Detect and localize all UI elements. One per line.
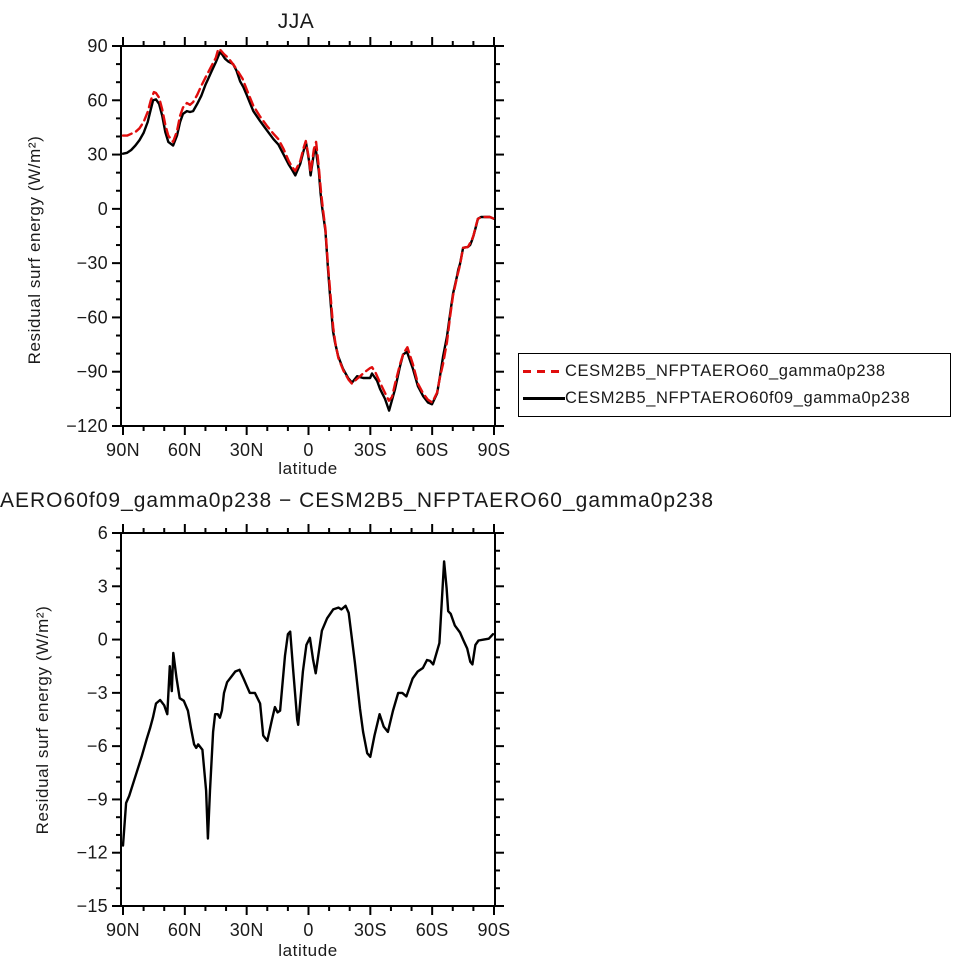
top-chart-title: JJA bbox=[278, 10, 315, 33]
y-tick-label: 30 bbox=[87, 145, 108, 165]
series-line bbox=[121, 47, 496, 404]
series-line bbox=[121, 51, 496, 412]
top-chart: 90N 60N 30N 0 30S 60S 90S9060300−30−60−90−120 … bbox=[25, 10, 510, 478]
legend: CESM2B5_NFPTAERO60_gamma0p238 CESM2B5_NF… bbox=[518, 353, 951, 417]
axes-layer: 90N 60N 30N 0 30S 60S 90S 90 60 30 0 −30 −60 −90 −120 bbox=[66, 36, 510, 460]
plot-frame bbox=[120, 532, 496, 907]
y-tick-label: −12 bbox=[77, 843, 108, 863]
series-line bbox=[121, 560, 495, 847]
x-tick-label: 30S bbox=[354, 920, 387, 940]
x-tick-label: 90N bbox=[106, 920, 140, 940]
x-tick-label: 90S bbox=[478, 440, 511, 460]
y-tick-label: −90 bbox=[77, 362, 108, 382]
y-tick-label: −6 bbox=[87, 736, 108, 756]
y-tick-label: −30 bbox=[77, 253, 108, 273]
x-tick-label: 90S bbox=[478, 920, 511, 940]
x-tick-label: 30S bbox=[354, 440, 387, 460]
x-tick-label: 60N bbox=[168, 920, 202, 940]
y-tick-label: 90 bbox=[87, 36, 108, 56]
legend-label-red: CESM2B5_NFPTAERO60_gamma0p238 bbox=[565, 362, 886, 380]
diff-y-axis-label: Residual surf energy (W/m²) bbox=[33, 606, 52, 835]
x-tick-label: 0 bbox=[303, 440, 313, 460]
y-tick-label: 60 bbox=[87, 90, 108, 110]
y-tick-label: −60 bbox=[77, 307, 108, 327]
diff-x-axis-label: latitude bbox=[278, 941, 338, 960]
difference-chart: 90N 60N 30N 0 30S 60S 90S 6 3 0 −3 −6 −9 −12 −15 AERO6… bbox=[0, 489, 714, 960]
legend-item-red: CESM2B5_NFPTAERO60_gamma0p238 bbox=[519, 362, 950, 381]
y-tick-label: 0 bbox=[98, 630, 108, 650]
y-tick-label: −120 bbox=[66, 416, 108, 436]
y-tick-label: −3 bbox=[87, 683, 108, 703]
legend-label-black: CESM2B5_NFPTAERO60f09_gamma0p238 bbox=[565, 389, 911, 407]
x-tick-label: 30N bbox=[230, 920, 264, 940]
y-tick-label: −9 bbox=[87, 789, 108, 809]
y-tick-label: −15 bbox=[77, 896, 108, 916]
plot-frame bbox=[120, 45, 496, 427]
top-y-axis-label: Residual surf energy (W/m²) bbox=[25, 136, 44, 365]
difference-chart-title: AERO60f09_gamma0p238 − CESM2B5_NFPTAERO6… bbox=[0, 489, 714, 512]
x-tick-label: 90N bbox=[106, 440, 140, 460]
y-tick-label: 3 bbox=[98, 576, 108, 596]
axes-layer: 90N 60N 30N 0 30S 60S 90S 6 3 0 −3 −6 −9 −12 −15 bbox=[77, 523, 511, 940]
x-tick-label: 60S bbox=[416, 920, 449, 940]
x-tick-label: 30N bbox=[230, 440, 264, 460]
red-dashed-line-sample bbox=[523, 370, 565, 373]
x-tick-label: 0 bbox=[303, 920, 313, 940]
y-tick-label: 6 bbox=[98, 523, 108, 543]
x-tick-label: 60N bbox=[168, 440, 202, 460]
black-solid-line-sample bbox=[523, 397, 565, 400]
top-x-axis-label: latitude bbox=[278, 459, 338, 478]
x-tick-label: 60S bbox=[416, 440, 449, 460]
legend-item-black: CESM2B5_NFPTAERO60f09_gamma0p238 bbox=[519, 389, 950, 408]
y-tick-label: 0 bbox=[98, 199, 108, 219]
